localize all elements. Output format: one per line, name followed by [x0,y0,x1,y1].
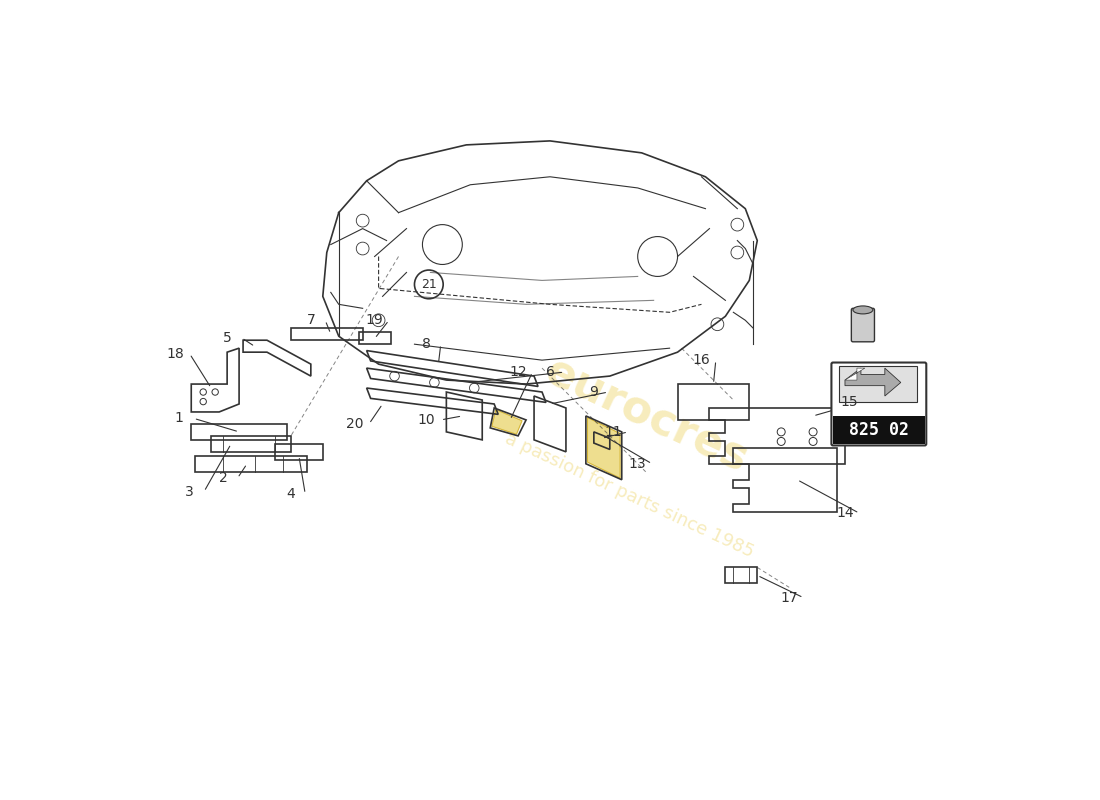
Text: 17: 17 [780,590,798,605]
Text: eurocres: eurocres [537,350,755,482]
Polygon shape [587,418,620,478]
Text: 16: 16 [693,353,711,367]
Text: 2: 2 [219,471,228,485]
Text: 825 02: 825 02 [849,421,909,439]
Text: 10: 10 [418,413,436,427]
Polygon shape [845,368,901,396]
Text: 12: 12 [509,365,527,379]
Ellipse shape [852,306,873,314]
Text: 3: 3 [185,485,194,498]
Text: 4: 4 [286,487,295,501]
Text: 18: 18 [166,346,184,361]
Text: 8: 8 [422,337,431,351]
Text: 13: 13 [629,457,647,470]
Text: 6: 6 [546,365,554,379]
FancyBboxPatch shape [832,362,926,446]
Text: 20: 20 [345,417,363,431]
Text: 1: 1 [175,411,184,426]
FancyBboxPatch shape [833,416,925,444]
Text: 7: 7 [307,314,316,327]
FancyBboxPatch shape [851,308,874,342]
Text: 19: 19 [365,314,384,327]
FancyBboxPatch shape [838,366,916,402]
Text: a passion for parts since 1985: a passion for parts since 1985 [503,430,757,562]
Text: 14: 14 [836,506,854,520]
Polygon shape [492,410,522,434]
Text: 11: 11 [605,425,623,439]
Text: 21: 21 [421,278,437,291]
Text: 5: 5 [222,331,231,345]
Text: 9: 9 [590,385,598,399]
Polygon shape [845,368,865,380]
Text: 15: 15 [840,394,858,409]
